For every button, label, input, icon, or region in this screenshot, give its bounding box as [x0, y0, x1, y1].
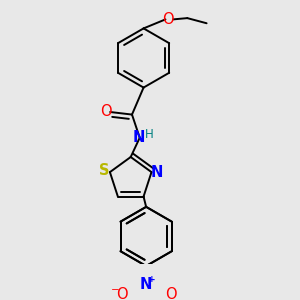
- Text: H: H: [145, 128, 154, 141]
- Text: N: N: [140, 277, 152, 292]
- Text: O: O: [162, 12, 174, 27]
- Text: +: +: [148, 275, 156, 284]
- Text: N: N: [132, 130, 145, 145]
- Text: N: N: [151, 165, 163, 180]
- Text: −: −: [111, 285, 120, 295]
- Text: O: O: [165, 287, 176, 300]
- Text: O: O: [116, 287, 127, 300]
- Text: S: S: [99, 163, 110, 178]
- Text: O: O: [100, 104, 111, 119]
